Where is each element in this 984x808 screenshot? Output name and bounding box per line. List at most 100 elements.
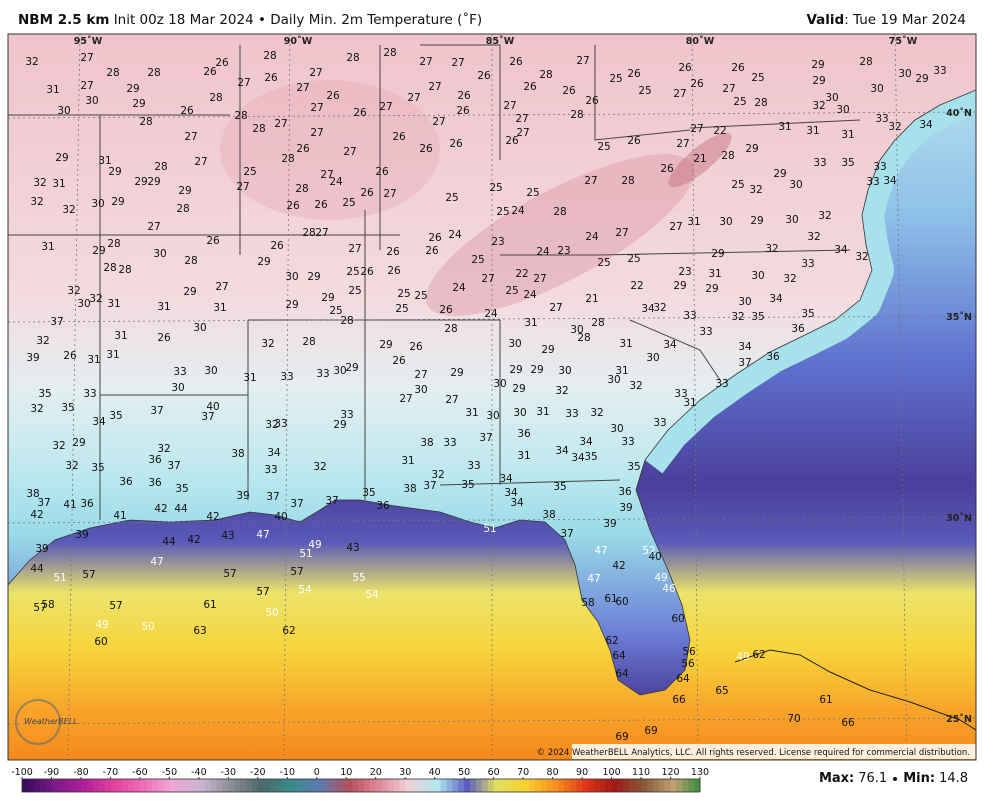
station-value: 39 <box>236 490 249 502</box>
station-value: 27 <box>274 118 287 130</box>
station-value: 25 <box>731 179 744 191</box>
colorbar-swatch <box>322 779 330 792</box>
station-value: 47 <box>256 529 269 541</box>
colorbar-tick-label: -10 <box>280 767 296 778</box>
station-value: 31 <box>806 125 819 137</box>
colorbar-swatch <box>75 779 82 792</box>
colorbar-swatch <box>145 779 153 792</box>
station-value: 31 <box>243 372 256 384</box>
colorbar-tick-label: 100 <box>602 767 620 778</box>
station-value: 34 <box>738 341 752 353</box>
colorbar-swatch <box>417 779 424 792</box>
station-value: 27 <box>379 101 392 113</box>
station-value: 29 <box>345 362 358 374</box>
station-value: 26 <box>360 187 374 199</box>
colorbar-swatch <box>523 779 530 792</box>
station-value: 25 <box>496 206 509 218</box>
station-value: 27 <box>451 57 464 69</box>
station-value: 27 <box>503 100 516 112</box>
station-value: 37 <box>423 480 436 492</box>
station-value: 33 <box>653 417 666 429</box>
warm-area <box>425 154 695 316</box>
colorbar-swatch <box>80 779 88 792</box>
station-value: 33 <box>715 378 728 390</box>
station-value: 31 <box>465 407 478 419</box>
station-value: 24 <box>329 176 343 188</box>
station-value: 26 <box>180 105 194 117</box>
station-value: 26 <box>270 240 284 252</box>
separator <box>893 776 898 781</box>
station-value: 37 <box>266 491 279 503</box>
colorbar-swatch <box>45 779 52 792</box>
station-value: 37 <box>479 432 492 444</box>
station-value: 61 <box>604 593 617 605</box>
colorbar-tick-label: 70 <box>517 767 529 778</box>
colorbar-swatch <box>658 779 666 792</box>
station-value: 25 <box>526 187 539 199</box>
colorbar-swatch <box>122 779 129 792</box>
station-value: 44 <box>162 536 176 548</box>
colorbar-swatch <box>69 779 76 792</box>
station-value: 27 <box>236 181 249 193</box>
station-value: 25 <box>348 285 361 297</box>
station-value: 25 <box>627 253 640 265</box>
colorbar-swatch <box>234 779 241 792</box>
colorbar-swatch <box>110 779 117 792</box>
station-value: 35 <box>801 308 814 320</box>
colorbar-tick-label: -40 <box>191 767 207 778</box>
station-value: 29 <box>108 166 121 178</box>
station-value: 37 <box>150 405 163 417</box>
colorbar-swatch <box>464 779 471 792</box>
station-value: 27 <box>669 221 682 233</box>
station-value: 26 <box>627 135 641 147</box>
station-value: 70 <box>787 713 800 725</box>
station-value: 46 <box>662 583 676 595</box>
station-value: 49 <box>736 651 749 663</box>
colorbar-swatch <box>505 779 512 792</box>
station-value: 34 <box>663 339 677 351</box>
station-value: 33 <box>467 460 480 472</box>
station-value: 29 <box>773 168 786 180</box>
colorbar-swatch <box>576 779 583 792</box>
station-value: 28 <box>302 336 315 348</box>
parallel <box>8 111 976 119</box>
station-value: 37 <box>50 316 63 328</box>
colorbar-swatch <box>299 779 306 792</box>
station-value: 30 <box>493 378 506 390</box>
colorbar-swatch <box>33 779 41 792</box>
station-value: 26 <box>627 68 641 80</box>
station-value: 23 <box>678 266 691 278</box>
station-value: 27 <box>432 116 445 128</box>
station-value: 27 <box>348 243 361 255</box>
station-value: 23 <box>557 245 570 257</box>
station-value: 28 <box>754 97 767 109</box>
station-value: 29 <box>333 419 346 431</box>
colorbar-swatch <box>22 779 29 792</box>
colorbar-frame <box>21 778 701 793</box>
station-value: 40 <box>274 511 287 523</box>
station-value: 50 <box>141 621 154 633</box>
station-value: 32 <box>590 407 603 419</box>
colorbar-tick-label: 80 <box>547 767 559 778</box>
station-value: 30 <box>751 270 764 282</box>
station-value: 29 <box>750 215 763 227</box>
colorbar-swatch <box>375 779 383 792</box>
logo: WeatherBELL <box>24 717 78 726</box>
station-value: 33 <box>866 176 879 188</box>
station-value: 26 <box>392 355 406 367</box>
latitude-label: 35˚N <box>946 312 972 323</box>
station-value: 27 <box>533 273 546 285</box>
station-value: 32 <box>265 419 278 431</box>
colorbar-swatch <box>169 779 176 792</box>
max-label: Max: <box>818 771 855 786</box>
station-value: 60 <box>615 596 628 608</box>
station-value: 26 <box>63 350 77 362</box>
colorbar-swatch <box>393 779 400 792</box>
colorbar-swatch <box>63 779 70 792</box>
station-value: 29 <box>512 383 525 395</box>
subtitle: Init 00z 18 Mar 2024 • Daily Min. 2m Tem… <box>113 12 483 28</box>
station-value: 30 <box>607 374 620 386</box>
station-value: 27 <box>414 369 427 381</box>
station-value: 32 <box>431 469 444 481</box>
station-value: 27 <box>516 127 529 139</box>
